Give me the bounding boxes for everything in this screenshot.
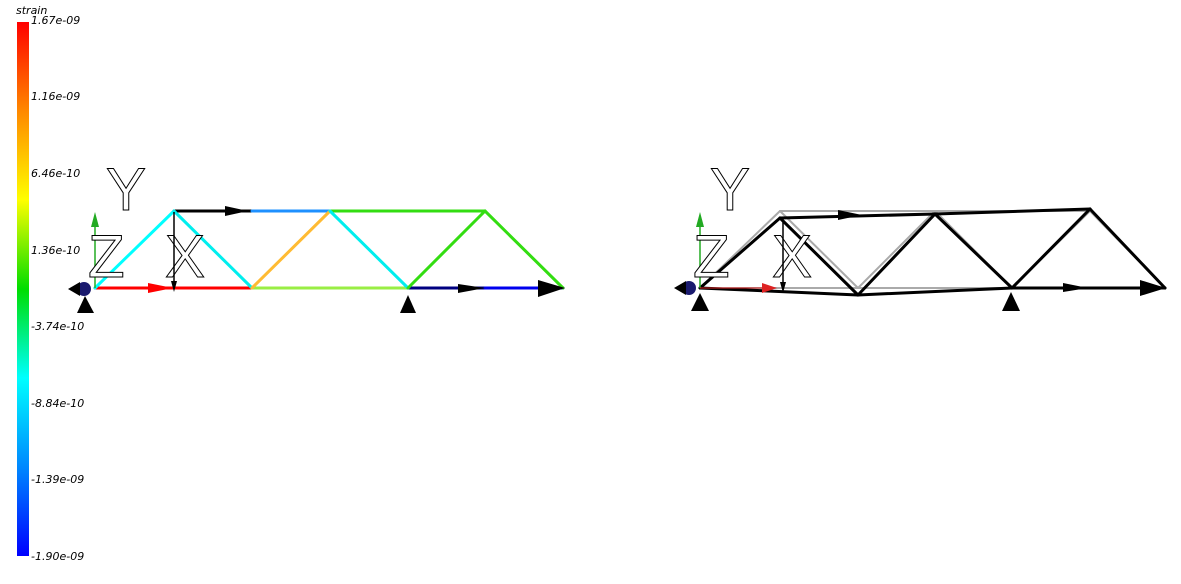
load-arrowhead-vertical	[171, 281, 177, 292]
node-arrowhead	[68, 282, 80, 296]
deformed-member	[698, 286, 860, 297]
deformed-member	[698, 216, 782, 290]
truss-member	[93, 209, 176, 290]
truss-member	[483, 209, 565, 290]
colorbar-label: 6.46e-10	[31, 167, 80, 180]
undeformed-members	[699, 210, 1166, 289]
colorbar-label: 1.67e-09	[31, 14, 80, 27]
deformed-member	[856, 286, 1014, 297]
load-arrowhead-end	[538, 280, 565, 297]
undeformed-member	[779, 210, 859, 289]
support-triangle-mid	[400, 295, 416, 313]
load-arrowhead-end-right	[1140, 280, 1166, 296]
deformation-truss-view: Y Z X	[674, 156, 1167, 311]
deformed-member	[856, 212, 937, 297]
colorbar-label: 1.36e-10	[31, 244, 80, 257]
colorbar-label: -1.39e-09	[31, 473, 84, 486]
deformed-members	[698, 207, 1167, 297]
load-arrowhead-mid	[458, 284, 485, 293]
support-triangle-left-right	[691, 293, 709, 311]
deformed-member	[778, 212, 937, 220]
node-arrowhead-right	[674, 281, 686, 295]
load-arrowhead-top	[225, 206, 248, 216]
pinned-node-marker	[77, 282, 91, 296]
support-triangle-mid-right	[1002, 292, 1020, 311]
axis-label-z: Z	[88, 223, 125, 290]
undeformed-member	[857, 210, 936, 289]
axis-label-y-right: Y	[710, 156, 750, 223]
colorbar-label: 1.16e-09	[31, 90, 80, 103]
axis-label-y: Y	[106, 156, 146, 223]
y-axis-arrowhead	[91, 212, 99, 227]
strain-members	[93, 209, 565, 290]
deformed-member	[778, 216, 860, 297]
axis-triad-left: Y Z X	[68, 156, 565, 313]
x-axis-arrowhead-right	[762, 283, 777, 293]
deformed-member	[1088, 207, 1167, 290]
truss-member	[406, 209, 487, 290]
axis-triad-right: Y Z X	[674, 156, 1166, 311]
deformed-member	[933, 212, 1014, 290]
load-arrowhead-vertical-right	[780, 282, 786, 293]
colorbar-bar	[17, 22, 29, 556]
colorbar-label: -1.90e-09	[31, 550, 84, 563]
truss-member	[250, 209, 332, 290]
colorbar-label: -3.74e-10	[31, 320, 84, 333]
colorbar-labels: 1.67e-09 1.16e-09 6.46e-10 1.36e-10 -3.74e-1…	[31, 14, 84, 563]
support-triangle-left	[77, 296, 94, 313]
axis-label-x: X	[165, 223, 205, 290]
y-axis-arrowhead-right	[696, 212, 704, 227]
colorbar-title: strain	[16, 4, 47, 17]
colorbar-label: -8.84e-10	[31, 397, 84, 410]
load-arrowhead-mid-right	[1063, 283, 1088, 292]
truss-member	[328, 209, 410, 290]
load-arrowhead-top-right	[838, 210, 862, 220]
truss-member	[172, 209, 254, 290]
axis-label-x-right: X	[772, 223, 812, 290]
strain-truss-view: Y Z X	[68, 156, 565, 313]
deformed-member	[1010, 207, 1092, 290]
axis-label-z-right: Z	[693, 223, 730, 290]
deformed-member	[933, 207, 1092, 216]
colorbar: strain 1.67e-09 1.16e-09 6.46e-10 1.36e-10 -…	[16, 4, 84, 563]
load-arrowhead-bottom	[148, 283, 173, 293]
